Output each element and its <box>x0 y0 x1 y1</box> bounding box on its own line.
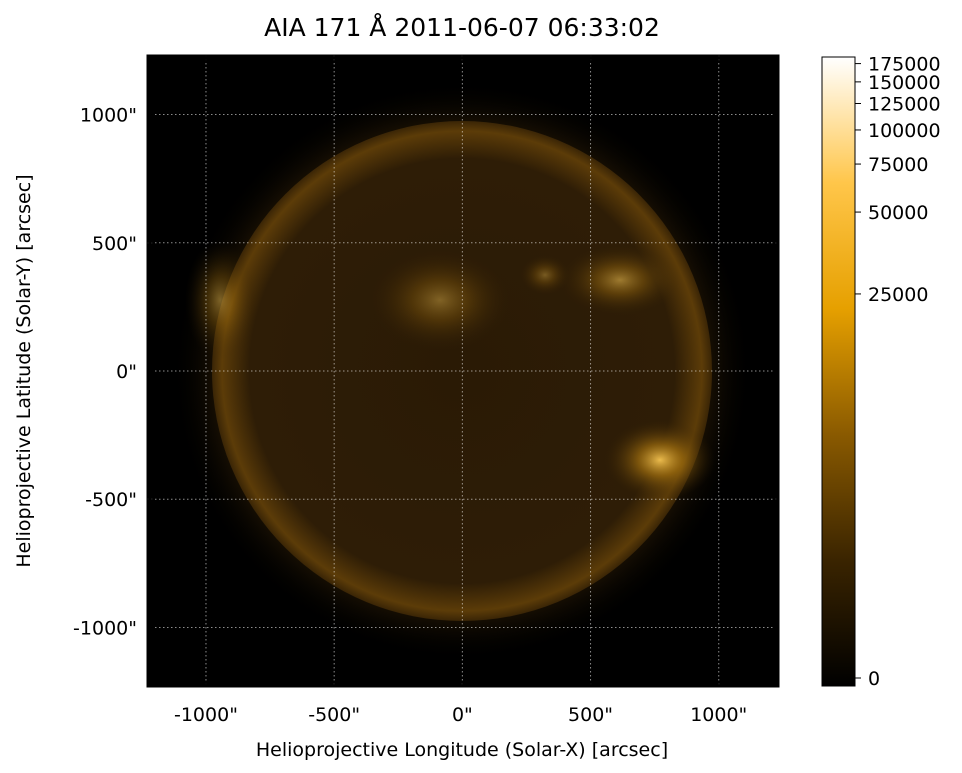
colorbar-tick-label: 75000 <box>868 154 928 176</box>
colorbar-tick-label: 175000 <box>868 54 941 76</box>
y-axis-label: Helioprojective Latitude (Solar-Y) [arcs… <box>13 174 35 567</box>
colorbar-tick-label: 0 <box>868 668 880 690</box>
colorbar-tick-label: 25000 <box>868 284 928 306</box>
y-tick-label: 0" <box>116 361 137 383</box>
colorbar <box>821 56 856 687</box>
colorbar-tick-label: 150000 <box>868 72 941 94</box>
y-tick-label: 500" <box>92 233 137 255</box>
colorbar-tick-label: 125000 <box>868 93 941 115</box>
grid <box>147 55 779 687</box>
x-tick-label: 1000" <box>690 704 747 726</box>
chart-title: AIA 171 Å 2011-06-07 06:33:02 <box>264 13 660 42</box>
x-axis-label: Helioprojective Longitude (Solar-X) [arc… <box>256 739 668 761</box>
y-tick-label: 1000" <box>80 105 137 127</box>
x-tick-label: 0" <box>452 704 473 726</box>
x-tick-label: -1000" <box>174 704 238 726</box>
x-tick-label: 500" <box>568 704 613 726</box>
colorbar-tick-label: 50000 <box>868 202 928 224</box>
colorbar-tick-label: 100000 <box>868 120 941 142</box>
x-tick-label: -500" <box>308 704 360 726</box>
y-tick-label: -1000" <box>73 617 137 639</box>
y-tick-label: -500" <box>85 489 137 511</box>
